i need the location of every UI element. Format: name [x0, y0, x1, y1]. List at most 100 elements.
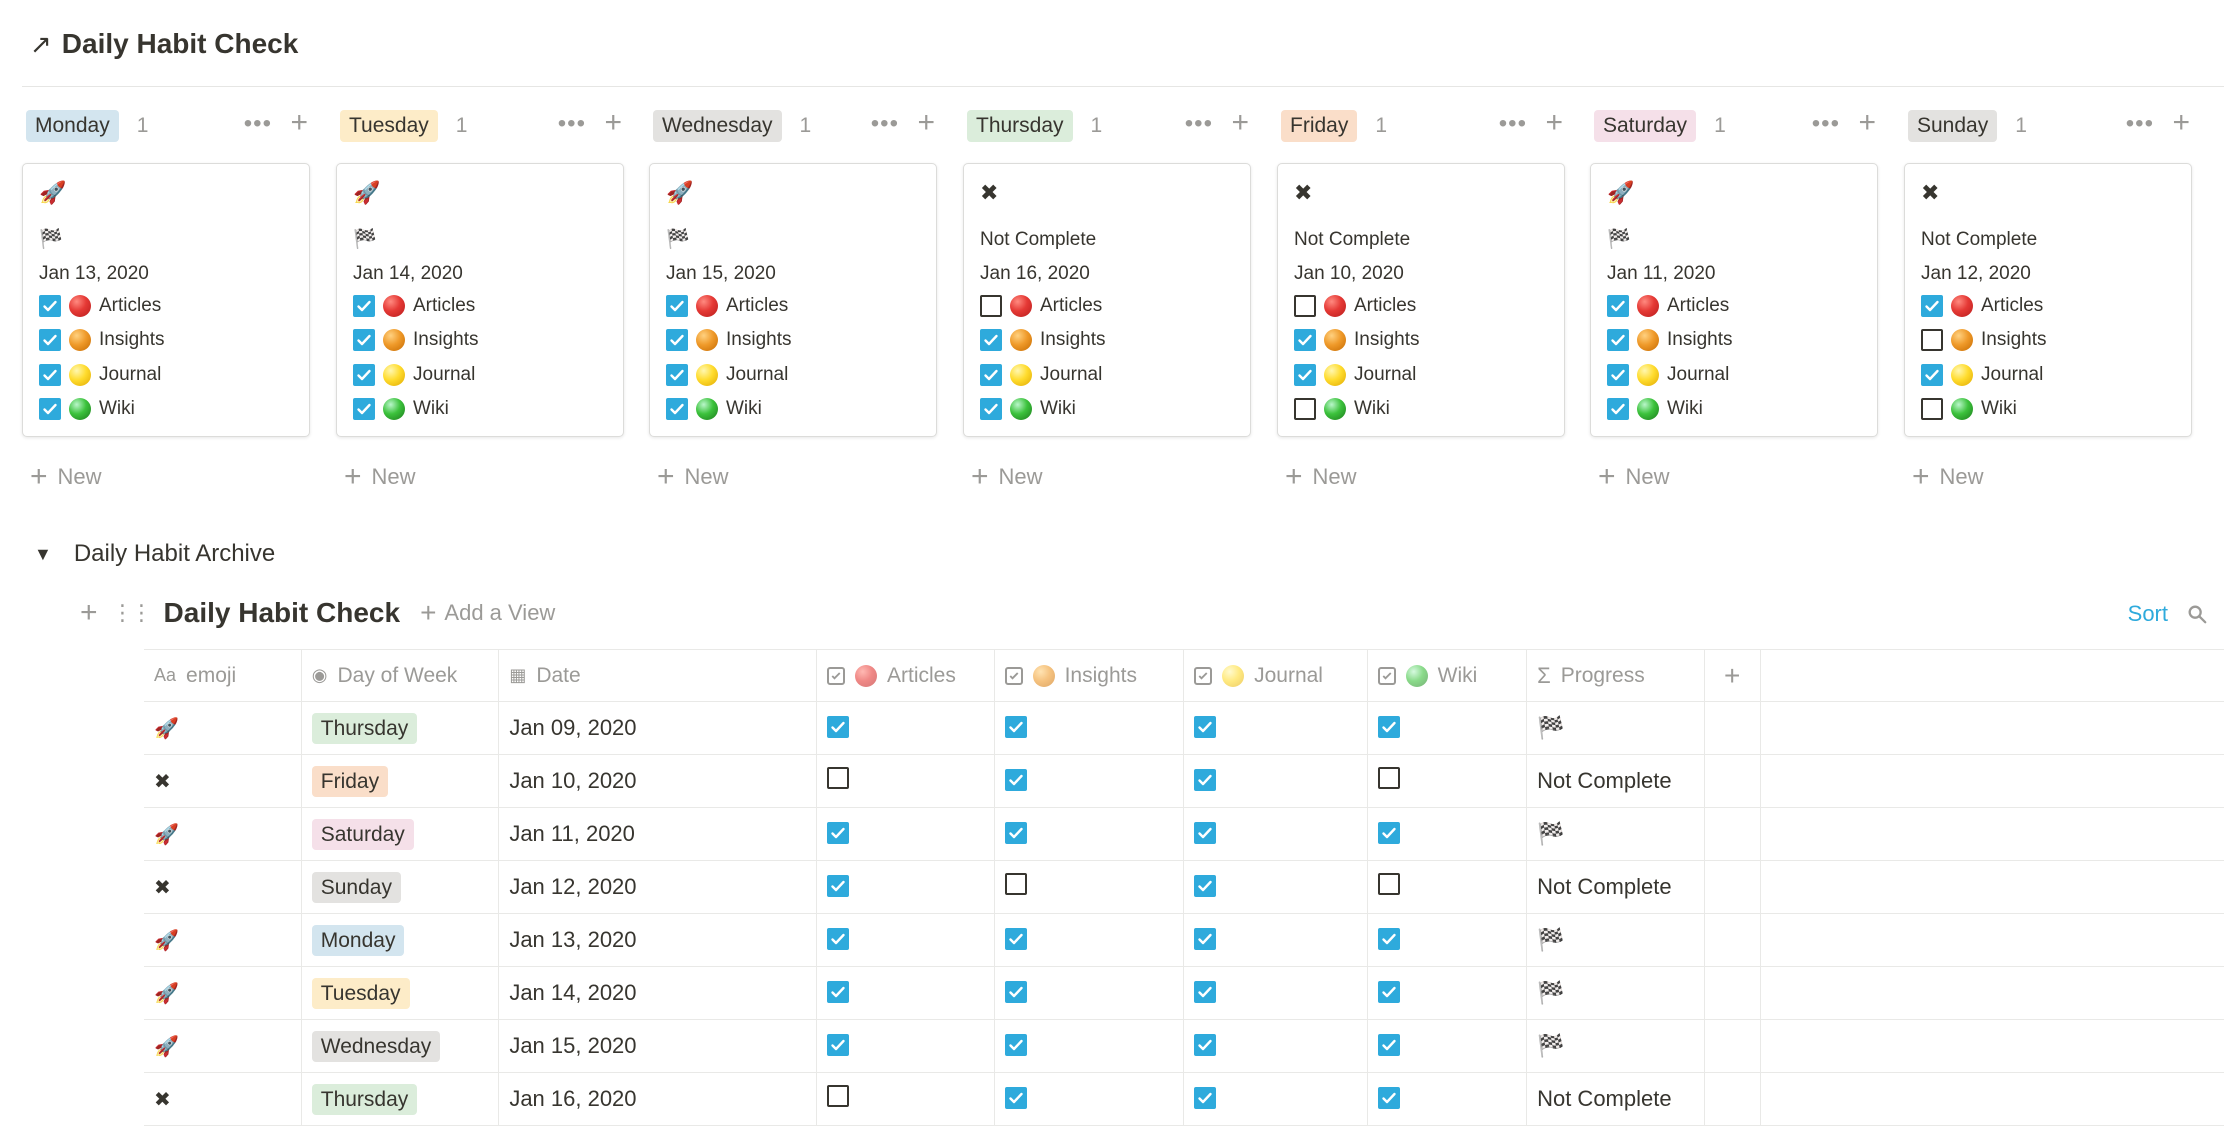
checkbox-insights[interactable]	[1004, 822, 1027, 844]
new-card-button[interactable]: + New	[971, 462, 1043, 492]
cell-progress[interactable]: 🏁	[1526, 701, 1705, 755]
table-row[interactable]: 🚀 Monday Jan 13, 2020 🏁	[144, 913, 2224, 967]
card-wednesday[interactable]: 🚀 🏁 Jan 15, 2020 Articles Insights Journal Wik…	[649, 163, 937, 437]
col-header-day[interactable]: ◉ Day of Week	[301, 649, 500, 702]
toggle-triangle-icon[interactable]: ▼	[34, 543, 52, 564]
checkbox[interactable]	[1921, 329, 1943, 351]
cell-emoji[interactable]: ✖	[144, 860, 302, 914]
col-header-insights[interactable]: Insights	[994, 649, 1185, 702]
column-tag[interactable]: Saturday	[1594, 110, 1697, 142]
new-card-button[interactable]: + New	[344, 462, 416, 492]
cell-day[interactable]: Tuesday	[301, 966, 500, 1020]
checkbox[interactable]	[666, 398, 688, 420]
new-card-button[interactable]: + New	[657, 462, 729, 492]
card-sunday[interactable]: ✖ Not Complete Jan 12, 2020 Articles Insight…	[1904, 163, 2192, 437]
add-card-icon[interactable]: +	[604, 106, 622, 139]
card-saturday[interactable]: 🚀 🏁 Jan 11, 2020 Articles Insights Journal Wik…	[1590, 163, 1878, 437]
col-header-progress[interactable]: Σ Progress	[1526, 649, 1705, 702]
add-property-button[interactable]: +	[1704, 649, 1761, 702]
card-monday[interactable]: 🚀 🏁 Jan 13, 2020 Articles Insights Journal Wik…	[22, 163, 310, 437]
more-options-icon[interactable]: •••	[1811, 110, 1840, 137]
col-header-articles[interactable]: Articles	[816, 649, 995, 702]
checkbox[interactable]	[1294, 398, 1316, 420]
checkbox[interactable]	[980, 398, 1002, 420]
checkbox[interactable]	[1607, 295, 1629, 317]
card-thursday[interactable]: ✖ Not Complete Jan 16, 2020 Articles Insight…	[963, 163, 1251, 437]
add-card-icon[interactable]: +	[2172, 106, 2190, 139]
checkbox-journal[interactable]	[1194, 716, 1217, 738]
checkbox-wiki[interactable]	[1377, 1034, 1400, 1056]
col-header-journal[interactable]: Journal	[1183, 649, 1368, 702]
add-card-icon[interactable]: +	[1231, 106, 1249, 139]
checkbox-journal[interactable]	[1194, 981, 1217, 1003]
checkbox[interactable]	[666, 364, 688, 386]
checkbox[interactable]	[1921, 364, 1943, 386]
new-card-button[interactable]: + New	[1598, 462, 1670, 492]
new-card-button[interactable]: + New	[1912, 462, 1984, 492]
cell-progress[interactable]: Not Complete	[1526, 1072, 1705, 1126]
checkbox[interactable]	[980, 364, 1002, 386]
checkbox-journal[interactable]	[1194, 769, 1217, 791]
checkbox-insights[interactable]	[1004, 716, 1027, 738]
checkbox[interactable]	[39, 329, 61, 351]
checkbox[interactable]	[1294, 295, 1316, 317]
cell-date[interactable]: Jan 15, 2020	[498, 1019, 817, 1073]
cell-progress[interactable]: Not Complete	[1526, 754, 1705, 808]
add-card-icon[interactable]: +	[290, 106, 308, 139]
checkbox-insights[interactable]	[1004, 981, 1027, 1003]
table-row[interactable]: ✖ Friday Jan 10, 2020 Not Complete	[144, 754, 2224, 808]
column-tag[interactable]: Sunday	[1908, 110, 1998, 142]
cell-emoji[interactable]: ✖	[144, 1072, 302, 1126]
checkbox-articles[interactable]	[826, 1085, 849, 1107]
checkbox-insights[interactable]	[1004, 1087, 1027, 1109]
table-row[interactable]: 🚀 Saturday Jan 11, 2020 🏁	[144, 807, 2224, 861]
checkbox[interactable]	[666, 295, 688, 317]
checkbox-wiki[interactable]	[1377, 1087, 1400, 1109]
checkbox[interactable]	[1921, 398, 1943, 420]
cell-progress[interactable]: 🏁	[1526, 807, 1705, 861]
more-options-icon[interactable]: •••	[557, 110, 586, 137]
col-header-wiki[interactable]: Wiki	[1367, 649, 1528, 702]
checkbox[interactable]	[353, 398, 375, 420]
checkbox[interactable]	[1607, 398, 1629, 420]
card-friday[interactable]: ✖ Not Complete Jan 10, 2020 Articles Insight…	[1277, 163, 1565, 437]
checkbox-articles[interactable]	[826, 981, 849, 1003]
checkbox-articles[interactable]	[826, 822, 849, 844]
checkbox-articles[interactable]	[826, 767, 849, 789]
checkbox[interactable]	[1607, 364, 1629, 386]
table-title[interactable]: Daily Habit Check	[163, 597, 401, 628]
add-block-icon[interactable]: +	[80, 596, 98, 629]
checkbox[interactable]	[980, 329, 1002, 351]
column-tag[interactable]: Monday	[26, 110, 119, 142]
more-options-icon[interactable]: •••	[1184, 110, 1213, 137]
checkbox-journal[interactable]	[1194, 1034, 1217, 1056]
checkbox[interactable]	[39, 364, 61, 386]
checkbox[interactable]	[1294, 364, 1316, 386]
cell-progress[interactable]: 🏁	[1526, 966, 1705, 1020]
column-tag[interactable]: Friday	[1281, 110, 1358, 142]
search-icon[interactable]	[2186, 603, 2208, 625]
checkbox[interactable]	[980, 295, 1002, 317]
cell-emoji[interactable]: ✖	[144, 754, 302, 808]
table-row[interactable]: 🚀 Tuesday Jan 14, 2020 🏁	[144, 966, 2224, 1020]
cell-date[interactable]: Jan 09, 2020	[498, 701, 817, 755]
checkbox[interactable]	[353, 329, 375, 351]
cell-progress[interactable]: Not Complete	[1526, 860, 1705, 914]
add-view-button[interactable]: + Add a View	[420, 597, 555, 629]
checkbox[interactable]	[1921, 295, 1943, 317]
checkbox[interactable]	[666, 329, 688, 351]
cell-day[interactable]: Thursday	[301, 701, 500, 755]
cell-day[interactable]: Friday	[301, 754, 500, 808]
drag-handle-icon[interactable]: ⋮⋮	[111, 600, 153, 625]
cell-date[interactable]: Jan 10, 2020	[498, 754, 817, 808]
table-row[interactable]: 🚀 Thursday Jan 09, 2020 🏁	[144, 701, 2224, 755]
checkbox-insights[interactable]	[1004, 769, 1027, 791]
checkbox-wiki[interactable]	[1377, 928, 1400, 950]
cell-day[interactable]: Thursday	[301, 1072, 500, 1126]
checkbox-insights[interactable]	[1004, 928, 1027, 950]
checkbox[interactable]	[353, 364, 375, 386]
cell-emoji[interactable]: 🚀	[144, 1019, 302, 1073]
cell-emoji[interactable]: 🚀	[144, 913, 302, 967]
sort-button[interactable]: Sort	[2127, 601, 2168, 626]
more-options-icon[interactable]: •••	[870, 110, 899, 137]
